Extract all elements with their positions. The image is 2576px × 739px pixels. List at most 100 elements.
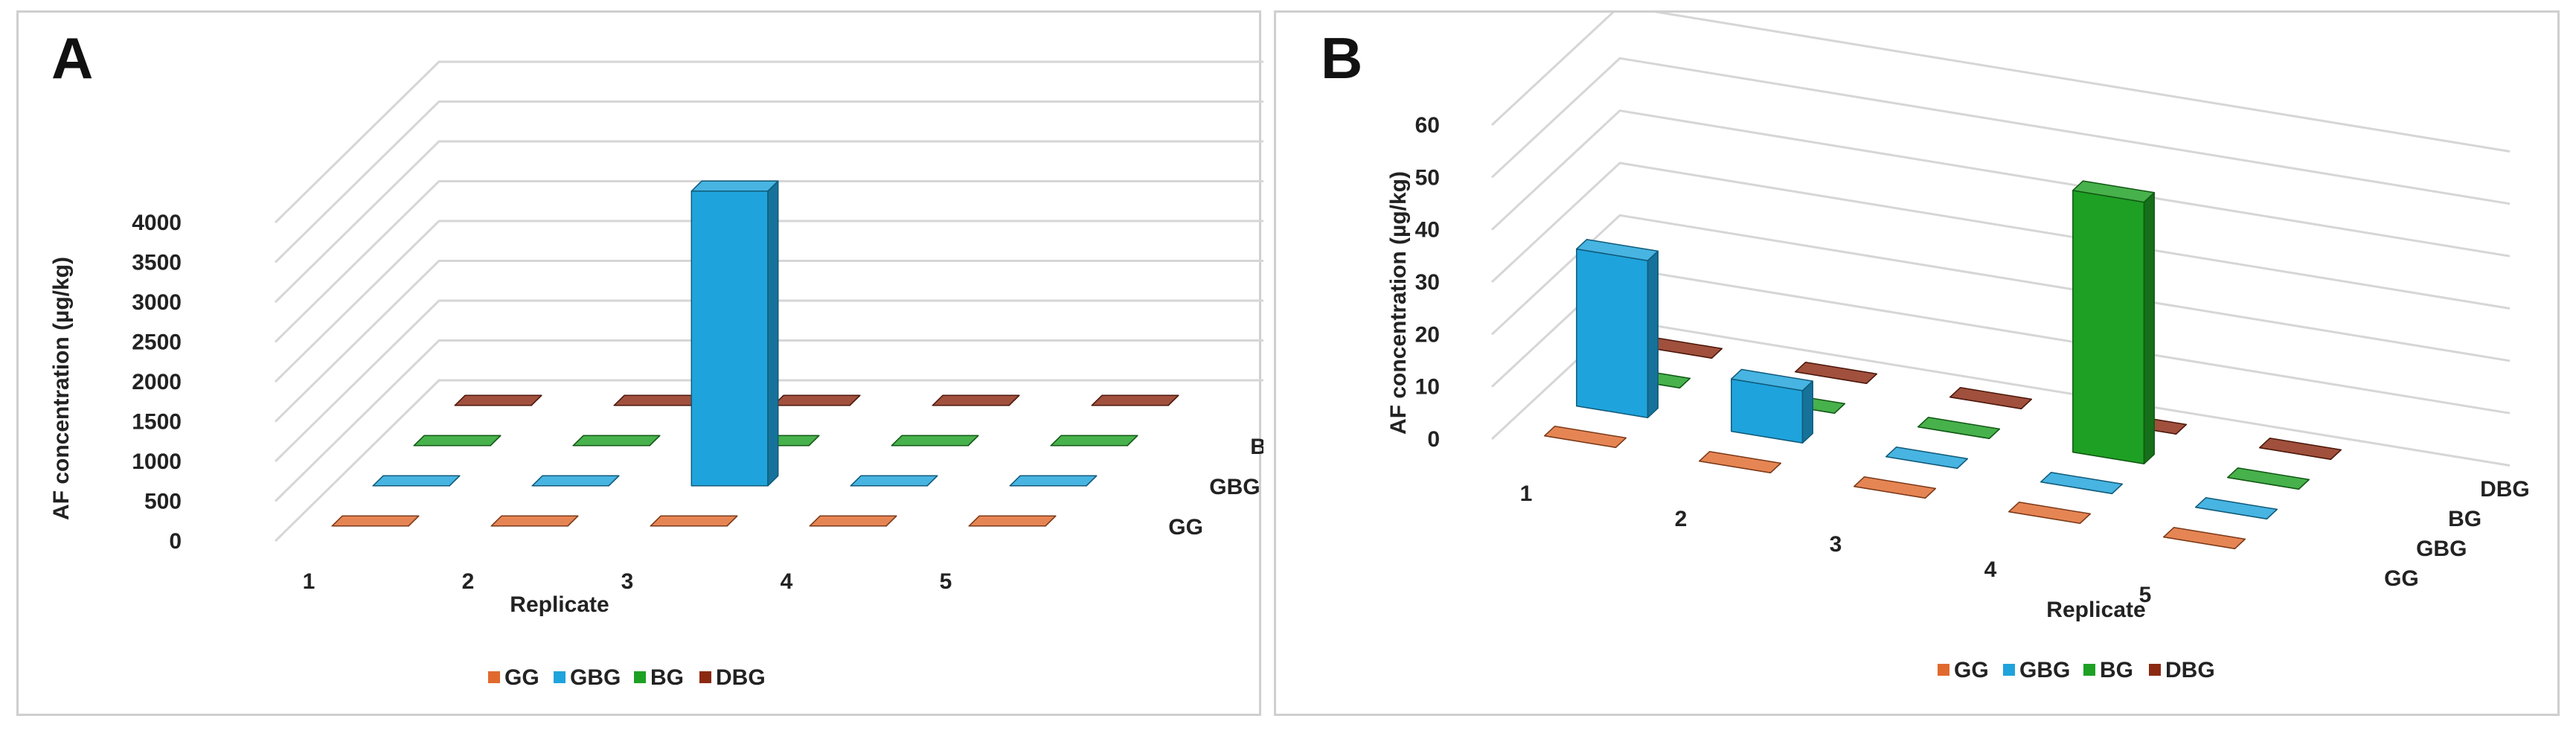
- bar-gg-3: [1853, 476, 1936, 499]
- legend-label: GBG: [2019, 658, 2070, 682]
- series-depth-label: GBG: [2416, 537, 2467, 561]
- bar-bg-5: [1050, 435, 1138, 447]
- bar-gbg-1: [372, 475, 461, 487]
- bar-gg-3: [650, 515, 738, 527]
- gridline: [1490, 161, 2511, 310]
- bar-gg-2: [1699, 451, 1781, 473]
- bar-bg-3: [1917, 417, 2000, 439]
- y-tick-label: 30: [1415, 270, 1440, 295]
- x-tick-label: 2: [1675, 507, 1688, 531]
- bar-bg-4: [891, 435, 979, 447]
- bar-gbg-3: [691, 180, 779, 487]
- gridline: [274, 299, 1263, 463]
- bar-dbg-1: [454, 394, 542, 406]
- legend-label: DBG: [2165, 658, 2215, 682]
- gridline: [274, 100, 1263, 263]
- chart-b-svg: B 0 10 20 30 40 50 60 1 2 3 4 5 GG GBG BG DBG AF concentr…: [1321, 13, 2530, 682]
- y-tick-label: 3000: [132, 290, 182, 315]
- y-tick-label: 4000: [132, 211, 182, 235]
- bar-bg-5: [2227, 467, 2310, 490]
- x-tick-label: 4: [1984, 557, 1997, 582]
- x-tick-label: 5: [2139, 583, 2152, 607]
- series-depth-label: BG: [1250, 435, 1263, 459]
- gridline: [1490, 13, 2511, 153]
- y-tick-label: 50: [1415, 165, 1440, 190]
- y-tick-label: 60: [1415, 113, 1440, 138]
- bar-gg-1: [1544, 426, 1627, 448]
- x-axis-title: Replicate: [2046, 598, 2145, 622]
- panel-label: A: [51, 25, 93, 91]
- bar-gg-4: [809, 515, 897, 527]
- y-tick-label: 500: [144, 490, 182, 514]
- legend-label: GG: [1954, 658, 1989, 682]
- bar-gg-5: [2163, 527, 2246, 549]
- gridline: [1490, 109, 2511, 257]
- gridline: [274, 379, 1263, 543]
- legend-label: GBG: [570, 665, 621, 690]
- y-tick-label: 0: [1427, 427, 1440, 452]
- legend-swatch: [1938, 664, 1949, 676]
- chart-panel-a: A 0 500 1000 1500 2000 2500 3000 3500 4000 1 2 3 4 5 GG…: [16, 10, 1263, 716]
- bar-bg-4: [2072, 180, 2155, 464]
- bar-gg-1: [331, 515, 420, 527]
- bar-gbg-3: [1885, 447, 1968, 469]
- y-tick-label: 20: [1415, 322, 1440, 347]
- gridline: [274, 260, 1263, 423]
- bar-bg-2: [572, 435, 661, 447]
- y-tick-label: 1500: [132, 410, 182, 435]
- series-depth-label: GG: [2384, 566, 2419, 591]
- legend-swatch: [699, 671, 711, 683]
- x-axis-title: Replicate: [510, 592, 609, 617]
- panel-label: B: [1321, 25, 1362, 91]
- series-depth-label: BG: [2448, 507, 2482, 531]
- gridline: [1490, 57, 2511, 205]
- legend-swatch: [554, 671, 565, 683]
- y-tick-label: 2000: [132, 370, 182, 394]
- y-tick-label: 3500: [132, 251, 182, 275]
- series-depth-label: GG: [1168, 515, 1203, 540]
- legend-swatch: [2149, 664, 2161, 676]
- legend-swatch: [488, 671, 500, 683]
- bar-gbg-1: [1576, 239, 1659, 418]
- gridline: [274, 180, 1263, 343]
- series-depth-label: GBG: [1209, 475, 1260, 499]
- y-axis-title: AF concentration (µg/kg): [1386, 171, 1411, 435]
- bar-dbg-5: [1091, 394, 1179, 406]
- x-tick-label: 2: [462, 569, 475, 594]
- bar-dbg-4: [932, 394, 1020, 406]
- bar-gbg-4: [2040, 472, 2123, 494]
- series-depth-label: DBG: [2480, 477, 2530, 502]
- x-tick-label: 5: [940, 569, 952, 594]
- bar-dbg-2: [613, 394, 702, 406]
- bar-dbg-3: [772, 394, 861, 406]
- y-tick-label: 40: [1415, 218, 1440, 243]
- legend-label: DBG: [716, 665, 766, 690]
- x-tick-label: 1: [303, 569, 315, 594]
- chart-panel-b: B 0 10 20 30 40 50 60 1 2 3 4 5 GG GBG BG DBG AF concentr…: [1274, 10, 2560, 716]
- gridline: [274, 60, 1263, 224]
- x-tick-label: 3: [1830, 532, 1842, 557]
- bar-gbg-2: [531, 475, 620, 487]
- legend-swatch: [2083, 664, 2095, 676]
- legend-label: GG: [504, 665, 539, 690]
- bar-gg-5: [968, 515, 1057, 527]
- gridline: [274, 140, 1263, 304]
- bar-gbg-5: [2195, 497, 2278, 519]
- legend-swatch: [634, 671, 646, 683]
- chart-a-svg: A 0 500 1000 1500 2000 2500 3000 3500 4000 1 2 3 4 5 GG…: [49, 25, 1263, 690]
- bar-gbg-2: [1731, 368, 1813, 444]
- bar-gbg-5: [1009, 475, 1098, 487]
- bar-dbg-3: [1949, 387, 2032, 409]
- bar-dbg-5: [2259, 438, 2342, 460]
- y-tick-label: 10: [1415, 375, 1440, 400]
- legend-label: BG: [2100, 658, 2133, 682]
- y-tick-label: 2500: [132, 330, 182, 355]
- legend-label: BG: [650, 665, 684, 690]
- bar-gg-4: [2008, 502, 2091, 524]
- y-tick-label: 1000: [132, 450, 182, 474]
- legend-swatch: [2003, 664, 2015, 676]
- y-tick-label: 0: [169, 529, 182, 554]
- gridline: [274, 339, 1263, 502]
- bar-gg-2: [490, 515, 579, 527]
- bar-bg-1: [413, 435, 502, 447]
